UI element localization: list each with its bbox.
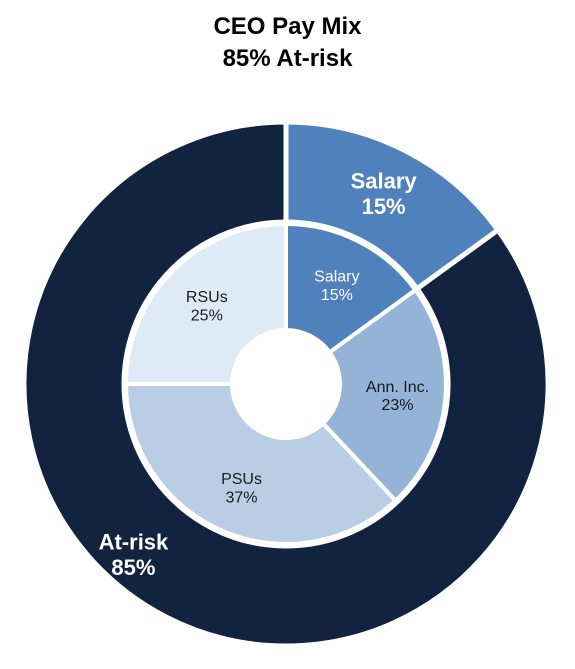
chart-subtitle: 85% At-risk [222,45,353,72]
outer-value-at-risk: 85% [111,555,155,580]
inner-value-salary: 15% [321,287,353,304]
inner-label-salary: Salary [314,268,359,285]
inner-label-rsus: RSUs [186,289,228,306]
inner-value-psus: 37% [226,489,258,506]
outer-value-salary: 15% [362,194,406,219]
inner-value-rsus: 25% [191,307,223,324]
inner-label-psus: PSUs [221,471,262,488]
outer-label-at-risk: At-risk [99,530,169,555]
inner-label-ann-inc: Ann. Inc. [366,379,429,396]
chart-title: CEO Pay Mix [213,13,362,40]
inner-value-ann-inc: 23% [381,397,413,414]
outer-label-salary: Salary [351,169,418,194]
donut-center-hole [232,330,340,438]
